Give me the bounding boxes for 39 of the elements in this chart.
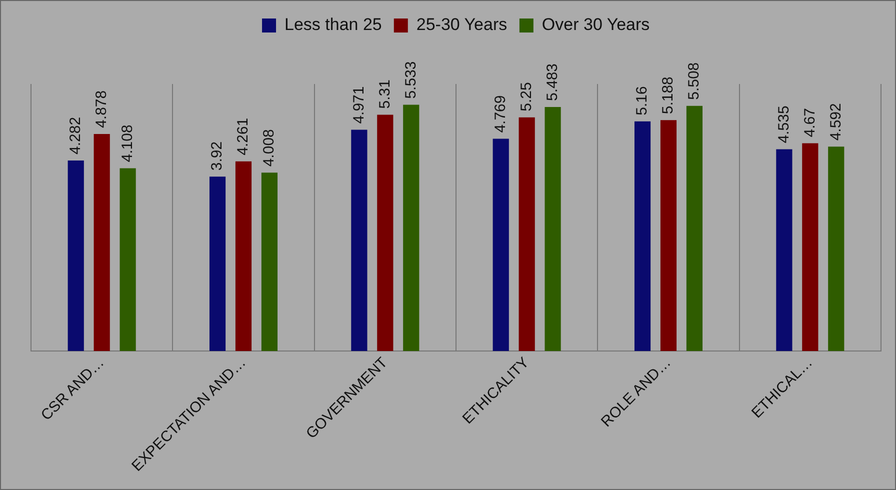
data-label: 5.483 xyxy=(544,63,561,102)
legend-label: Over 30 Years xyxy=(542,15,650,34)
bar xyxy=(351,130,368,352)
bar xyxy=(518,117,535,352)
data-label: 4.008 xyxy=(260,129,278,167)
data-label: 4.67 xyxy=(801,108,818,138)
data-label: 5.31 xyxy=(376,80,394,109)
bar xyxy=(261,172,278,352)
data-label: 5.508 xyxy=(686,62,703,100)
data-label: 5.16 xyxy=(634,86,651,116)
data-label: 4.769 xyxy=(492,95,509,133)
data-label: 4.971 xyxy=(350,86,368,124)
data-label: 3.92 xyxy=(208,141,226,171)
data-label: 4.535 xyxy=(775,106,792,144)
bar xyxy=(802,143,818,352)
data-label: 5.188 xyxy=(660,76,677,114)
bar xyxy=(209,176,226,352)
data-label: 4.282 xyxy=(67,116,84,154)
data-label: 5.25 xyxy=(518,82,535,112)
data-label: 4.878 xyxy=(92,90,110,128)
bar xyxy=(68,160,84,352)
bar xyxy=(776,149,792,352)
bar xyxy=(120,168,136,352)
bar xyxy=(660,120,677,352)
bar xyxy=(492,138,509,352)
bar xyxy=(686,106,703,352)
bar xyxy=(544,107,561,352)
data-label: 4.261 xyxy=(234,118,252,156)
data-label: 4.592 xyxy=(827,103,844,141)
bar xyxy=(377,114,394,352)
bar xyxy=(634,121,651,352)
legend-label: 25-30 Years xyxy=(416,15,508,34)
data-label: 4.108 xyxy=(118,124,136,162)
bar xyxy=(403,104,420,352)
legend-label: Less than 25 xyxy=(284,15,382,34)
bar xyxy=(235,161,252,352)
bar xyxy=(94,134,110,352)
bar xyxy=(828,146,844,352)
data-label: 5.533 xyxy=(402,61,420,99)
